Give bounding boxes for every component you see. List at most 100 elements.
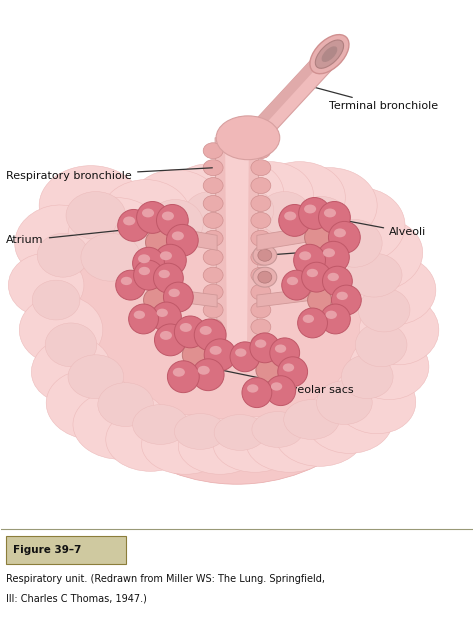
Ellipse shape (282, 168, 377, 243)
Circle shape (166, 224, 198, 256)
Ellipse shape (346, 253, 402, 297)
Ellipse shape (203, 284, 223, 300)
Polygon shape (238, 56, 345, 139)
Circle shape (230, 342, 260, 372)
Circle shape (294, 244, 326, 276)
Text: Figure 39–7: Figure 39–7 (13, 545, 82, 555)
Ellipse shape (254, 162, 346, 233)
Ellipse shape (251, 268, 271, 283)
Ellipse shape (203, 213, 223, 228)
Polygon shape (163, 288, 217, 307)
Ellipse shape (68, 355, 124, 399)
Circle shape (182, 342, 208, 367)
Ellipse shape (142, 209, 154, 217)
Ellipse shape (324, 209, 336, 217)
Circle shape (256, 357, 280, 382)
Ellipse shape (307, 269, 318, 277)
Circle shape (116, 270, 146, 300)
Circle shape (156, 204, 188, 236)
Ellipse shape (178, 419, 262, 474)
Text: Atrium: Atrium (6, 228, 146, 246)
Ellipse shape (251, 231, 271, 246)
Circle shape (319, 201, 350, 233)
Ellipse shape (203, 177, 223, 194)
Circle shape (266, 376, 296, 406)
Ellipse shape (45, 323, 97, 367)
Text: Alveoli: Alveoli (347, 221, 426, 238)
Ellipse shape (251, 249, 271, 265)
Ellipse shape (68, 176, 406, 484)
Polygon shape (215, 138, 259, 357)
Ellipse shape (253, 268, 277, 287)
Ellipse shape (203, 196, 223, 211)
Ellipse shape (246, 412, 333, 472)
Ellipse shape (203, 249, 223, 265)
Circle shape (118, 209, 149, 241)
Ellipse shape (356, 323, 407, 367)
Ellipse shape (203, 231, 223, 246)
Circle shape (301, 262, 331, 292)
Circle shape (242, 378, 272, 408)
Circle shape (298, 308, 328, 338)
Ellipse shape (134, 311, 145, 319)
Ellipse shape (31, 337, 110, 403)
Ellipse shape (284, 399, 339, 439)
Ellipse shape (258, 249, 272, 261)
Ellipse shape (9, 253, 84, 317)
Ellipse shape (313, 188, 405, 263)
Ellipse shape (294, 196, 349, 244)
Ellipse shape (226, 162, 313, 229)
Circle shape (270, 338, 300, 367)
Ellipse shape (283, 363, 294, 372)
Ellipse shape (251, 196, 271, 211)
Circle shape (164, 282, 193, 312)
Ellipse shape (337, 292, 348, 300)
Ellipse shape (160, 331, 172, 340)
Ellipse shape (98, 382, 154, 426)
Ellipse shape (349, 334, 429, 399)
Circle shape (308, 288, 331, 312)
Ellipse shape (341, 355, 393, 399)
Ellipse shape (147, 199, 203, 248)
Circle shape (331, 285, 361, 315)
Ellipse shape (37, 233, 89, 277)
Ellipse shape (255, 339, 266, 348)
Ellipse shape (306, 386, 393, 453)
Circle shape (174, 316, 206, 348)
Ellipse shape (275, 344, 286, 353)
Ellipse shape (303, 314, 314, 323)
Ellipse shape (315, 40, 344, 68)
Ellipse shape (184, 191, 236, 236)
Ellipse shape (200, 326, 212, 335)
Ellipse shape (251, 284, 271, 300)
Text: Ill: Charles C Thomas, 1947.): Ill: Charles C Thomas, 1947.) (6, 594, 147, 604)
Circle shape (278, 357, 308, 387)
Ellipse shape (66, 191, 126, 239)
Ellipse shape (304, 204, 316, 214)
Ellipse shape (180, 323, 192, 332)
Ellipse shape (251, 335, 271, 351)
Circle shape (194, 319, 226, 351)
Ellipse shape (160, 251, 172, 260)
Text: Respiratory bronchiole: Respiratory bronchiole (6, 168, 212, 181)
Ellipse shape (328, 272, 339, 281)
Ellipse shape (235, 349, 246, 357)
Ellipse shape (259, 191, 310, 236)
Ellipse shape (168, 289, 180, 297)
Ellipse shape (203, 142, 223, 159)
Circle shape (146, 229, 172, 255)
Ellipse shape (19, 295, 103, 365)
Polygon shape (165, 226, 217, 250)
Circle shape (299, 198, 330, 229)
Ellipse shape (174, 414, 226, 449)
Ellipse shape (321, 46, 337, 62)
Ellipse shape (310, 34, 349, 74)
Ellipse shape (39, 166, 143, 245)
Ellipse shape (284, 211, 296, 221)
Circle shape (144, 288, 167, 312)
Polygon shape (225, 138, 249, 357)
Ellipse shape (213, 416, 297, 472)
Circle shape (137, 201, 168, 233)
Ellipse shape (162, 211, 174, 221)
Ellipse shape (222, 189, 274, 232)
